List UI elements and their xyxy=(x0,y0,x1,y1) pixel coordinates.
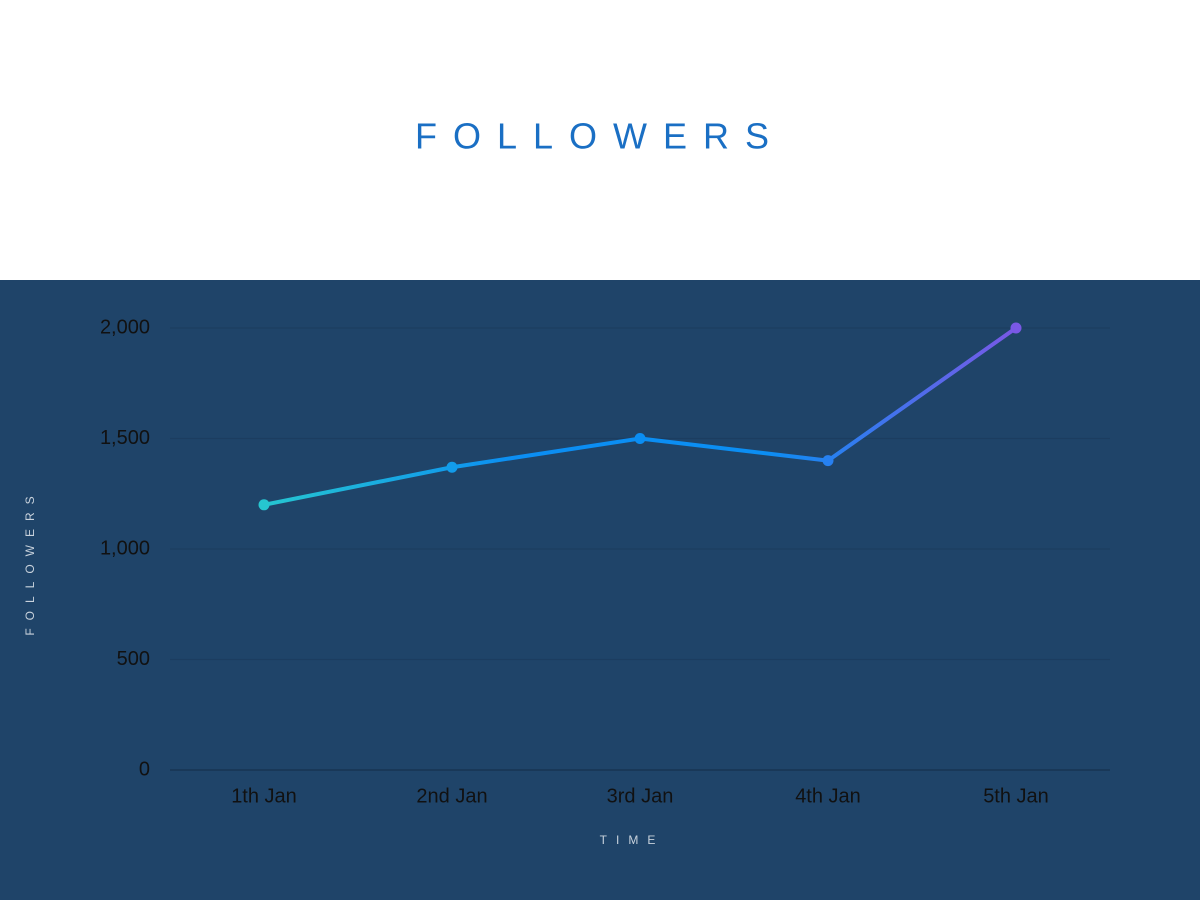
chart-panel xyxy=(0,280,1200,900)
x-tick-label: 3rd Jan xyxy=(607,785,674,807)
chart-title: FOLLOWERS xyxy=(415,116,785,157)
point xyxy=(634,433,646,444)
y-axis-label: FOLLOWERS xyxy=(23,488,37,635)
x-tick-label: 5th Jan xyxy=(983,785,1049,807)
x-tick-label: 4th Jan xyxy=(795,785,861,807)
y-tick-label: 1,500 xyxy=(100,427,150,449)
y-tick-label: 2,000 xyxy=(100,316,150,338)
point xyxy=(1010,322,1022,334)
y-tick-label: 0 xyxy=(139,758,150,780)
point xyxy=(258,499,270,511)
y-tick-label: 500 xyxy=(117,648,150,670)
y-tick-label: 1,000 xyxy=(100,537,150,559)
x-tick-label: 2nd Jan xyxy=(416,785,487,807)
point xyxy=(446,461,458,473)
x-axis-label: TIME xyxy=(600,833,665,847)
x-tick-label: 1th Jan xyxy=(231,785,297,807)
point xyxy=(822,455,834,467)
